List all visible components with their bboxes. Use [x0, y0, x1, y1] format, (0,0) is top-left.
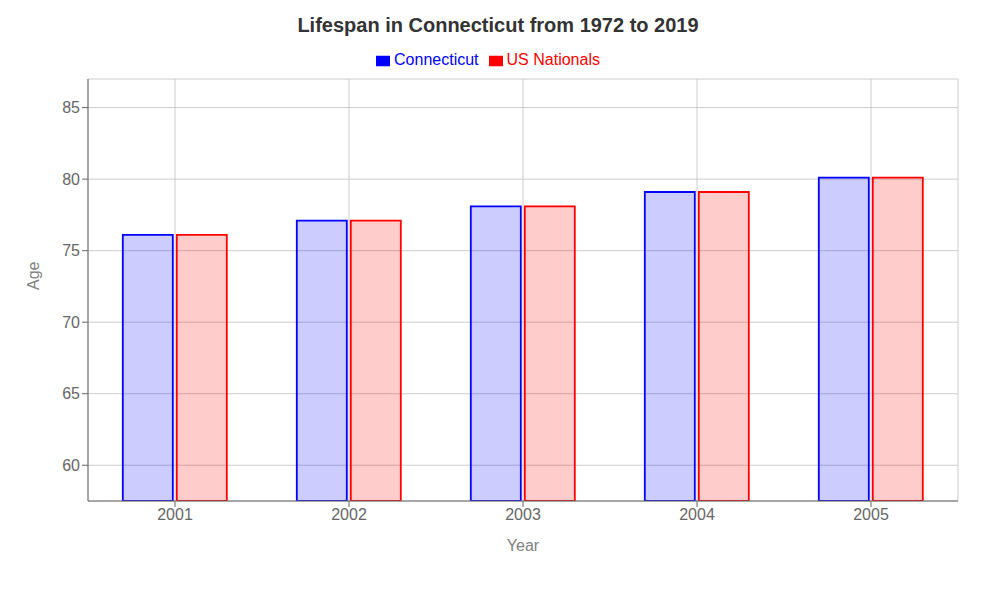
svg-text:Year: Year [507, 537, 540, 554]
svg-text:85: 85 [62, 99, 80, 116]
html-text:Connecticut: Connecticut [394, 51, 479, 68]
html-text:Lifespan in Connecticut from 1: Lifespan in Connecticut from 1972 to 201… [297, 14, 699, 36]
svg-text:2005: 2005 [853, 506, 889, 523]
svg-text:80: 80 [62, 171, 80, 188]
svg-text:2001: 2001 [157, 506, 193, 523]
svg-text:Age: Age [25, 261, 42, 290]
svg-text:2002: 2002 [331, 506, 367, 523]
svg-text:2004: 2004 [679, 506, 715, 523]
svg-text:70: 70 [62, 314, 80, 331]
svg-text:2003: 2003 [505, 506, 541, 523]
svg-text:60: 60 [62, 457, 80, 474]
svg-text:65: 65 [62, 385, 80, 402]
svg-text:75: 75 [62, 242, 80, 259]
html-text:US Nationals: US Nationals [506, 51, 600, 68]
